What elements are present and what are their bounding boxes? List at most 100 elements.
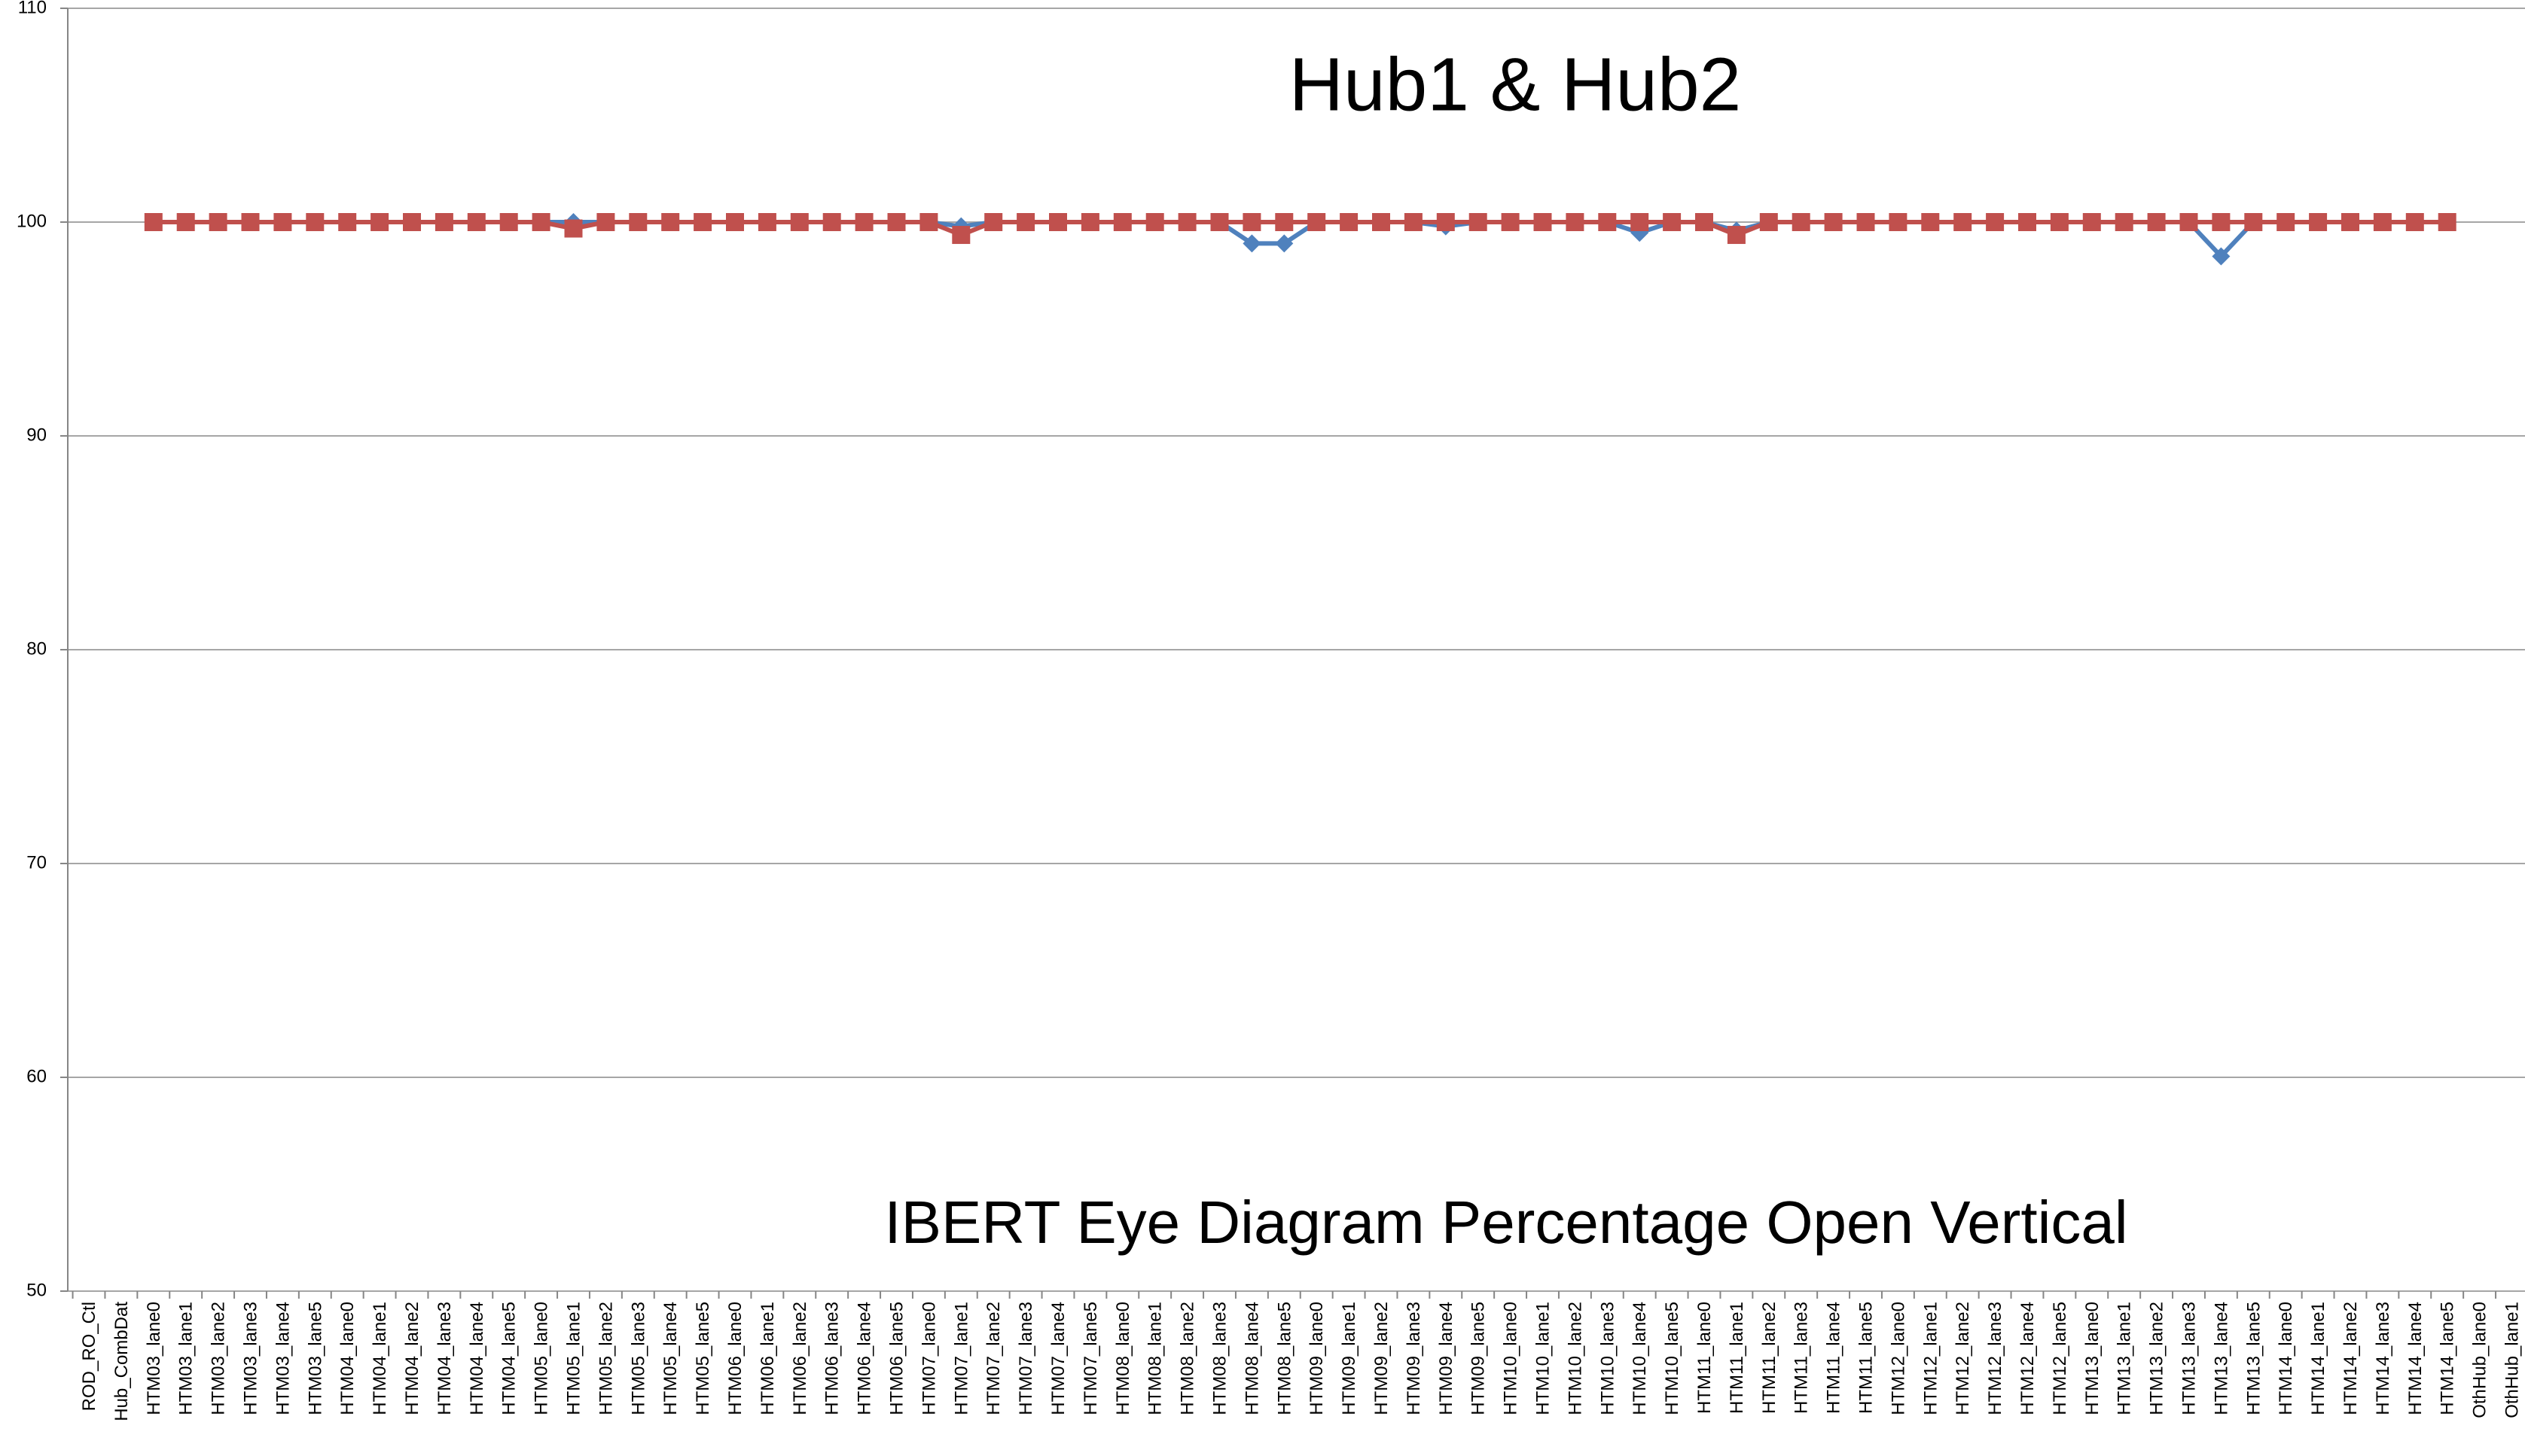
- x-tick-label: HTM12_lane3: [1985, 1302, 2005, 1415]
- y-tick-label: 60: [26, 1066, 47, 1086]
- x-tick-label: HTM13_lane4: [2211, 1302, 2231, 1415]
- x-tick-label: HTM10_lane2: [1565, 1302, 1585, 1415]
- marker: [2018, 213, 2036, 231]
- marker: [984, 213, 1003, 231]
- x-tick-label: HTM06_lane3: [822, 1302, 843, 1415]
- marker: [338, 213, 357, 231]
- y-tick-label: 90: [26, 425, 47, 445]
- x-tick-label: ROD_RO_Ctl: [79, 1302, 99, 1411]
- x-tick-label: HTM12_lane1: [1920, 1302, 1941, 1415]
- x-tick-label: HTM03_lane0: [144, 1302, 164, 1415]
- x-tick-label: HTM07_lane5: [1081, 1302, 1101, 1415]
- marker: [726, 213, 744, 231]
- marker: [855, 213, 874, 231]
- marker: [2082, 213, 2101, 231]
- marker: [1501, 213, 1520, 231]
- x-tick-label: HTM05_lane2: [596, 1302, 616, 1415]
- x-tick-label: HTM08_lane0: [1113, 1302, 1133, 1415]
- x-tick-label: HTM13_lane5: [2243, 1302, 2264, 1415]
- x-tick-label: HTM04_lane0: [337, 1302, 358, 1415]
- marker: [467, 213, 486, 231]
- marker: [1566, 213, 1584, 231]
- marker: [435, 213, 453, 231]
- x-tick-label: HTM12_lane2: [1953, 1302, 1973, 1415]
- marker: [1404, 213, 1423, 231]
- y-tick-label: 80: [26, 638, 47, 659]
- x-tick-label: HTM08_lane5: [1274, 1302, 1295, 1415]
- x-tick-label: HTM06_lane2: [790, 1302, 810, 1415]
- x-tick-label: Hub_CombDat: [111, 1302, 132, 1421]
- marker: [1436, 213, 1455, 231]
- marker: [403, 213, 421, 231]
- marker: [2438, 213, 2456, 231]
- x-tick-label: HTM11_lane3: [1792, 1302, 1812, 1414]
- x-tick-label: HTM03_lane2: [209, 1302, 229, 1415]
- x-tick-label: HTM09_lane0: [1307, 1302, 1327, 1415]
- y-tick-label: 50: [26, 1280, 47, 1300]
- marker: [144, 213, 163, 231]
- x-tick-label: HTM09_lane4: [1436, 1302, 1456, 1415]
- x-tick-label: HTM11_lane0: [1694, 1302, 1715, 1414]
- marker: [596, 213, 615, 231]
- x-tick-label: HTM06_lane5: [887, 1302, 907, 1415]
- x-tick-label: HTM11_lane4: [1824, 1302, 1844, 1414]
- x-tick-label: HTM13_lane0: [2082, 1302, 2103, 1415]
- marker: [1824, 213, 1843, 231]
- marker: [306, 213, 325, 231]
- marker: [1275, 213, 1294, 231]
- marker: [1953, 213, 1972, 231]
- x-tick-label: HTM04_lane3: [435, 1302, 455, 1415]
- marker: [1630, 213, 1649, 231]
- x-tick-label: HTM06_lane0: [725, 1302, 746, 1415]
- x-tick-label: HTM14_lane2: [2341, 1302, 2361, 1415]
- x-tick-label: HTM09_lane5: [1468, 1302, 1489, 1415]
- marker: [1243, 234, 1261, 253]
- x-tick-label: HTM14_lane5: [2438, 1302, 2458, 1415]
- x-tick-label: OthHub_lane0: [2470, 1302, 2490, 1418]
- y-tick-label: 110: [18, 0, 47, 17]
- x-tick-label: HTM06_lane1: [758, 1302, 778, 1415]
- marker: [2212, 247, 2231, 266]
- marker: [1210, 213, 1229, 231]
- x-tick-label: HTM09_lane3: [1404, 1302, 1424, 1415]
- marker: [1081, 213, 1099, 231]
- x-tick-label: HTM04_lane4: [467, 1302, 487, 1415]
- x-tick-label: HTM05_lane3: [628, 1302, 648, 1415]
- marker: [1372, 213, 1390, 231]
- x-tick-label: HTM10_lane1: [1533, 1302, 1554, 1415]
- x-tick-label: HTM07_lane3: [1016, 1302, 1036, 1415]
- series-line: [153, 220, 2447, 259]
- x-tick-label: HTM05_lane5: [693, 1302, 713, 1415]
- x-tick-label: HTM06_lane4: [855, 1302, 875, 1415]
- marker: [564, 219, 583, 238]
- marker: [371, 213, 389, 231]
- x-tick-label: HTM08_lane2: [1178, 1302, 1198, 1415]
- marker: [1598, 213, 1617, 231]
- marker: [1727, 226, 1746, 245]
- marker: [2115, 213, 2133, 231]
- x-tick-label: HTM10_lane5: [1662, 1302, 1682, 1415]
- x-tick-label: OthHub_lane1: [2502, 1302, 2523, 1418]
- marker: [790, 213, 809, 231]
- marker: [1275, 234, 1294, 253]
- marker: [176, 213, 195, 231]
- marker: [209, 213, 227, 231]
- marker: [532, 213, 550, 231]
- x-tick-label: HTM09_lane1: [1339, 1302, 1359, 1415]
- x-tick-label: HTM08_lane3: [1210, 1302, 1230, 1415]
- x-tick-label: HTM07_lane2: [983, 1302, 1004, 1415]
- x-tick-label: HTM05_lane1: [564, 1302, 584, 1415]
- marker: [1889, 213, 1907, 231]
- marker: [1307, 213, 1326, 231]
- x-tick-label: HTM12_lane0: [1888, 1302, 1908, 1415]
- marker: [919, 213, 938, 231]
- x-tick-label: HTM14_lane0: [2276, 1302, 2296, 1415]
- marker: [2244, 213, 2263, 231]
- marker: [1663, 213, 1682, 231]
- marker: [2276, 213, 2295, 231]
- x-tick-label: HTM13_lane2: [2147, 1302, 2167, 1415]
- x-tick-label: HTM11_lane2: [1759, 1302, 1779, 1414]
- marker: [1986, 213, 2005, 231]
